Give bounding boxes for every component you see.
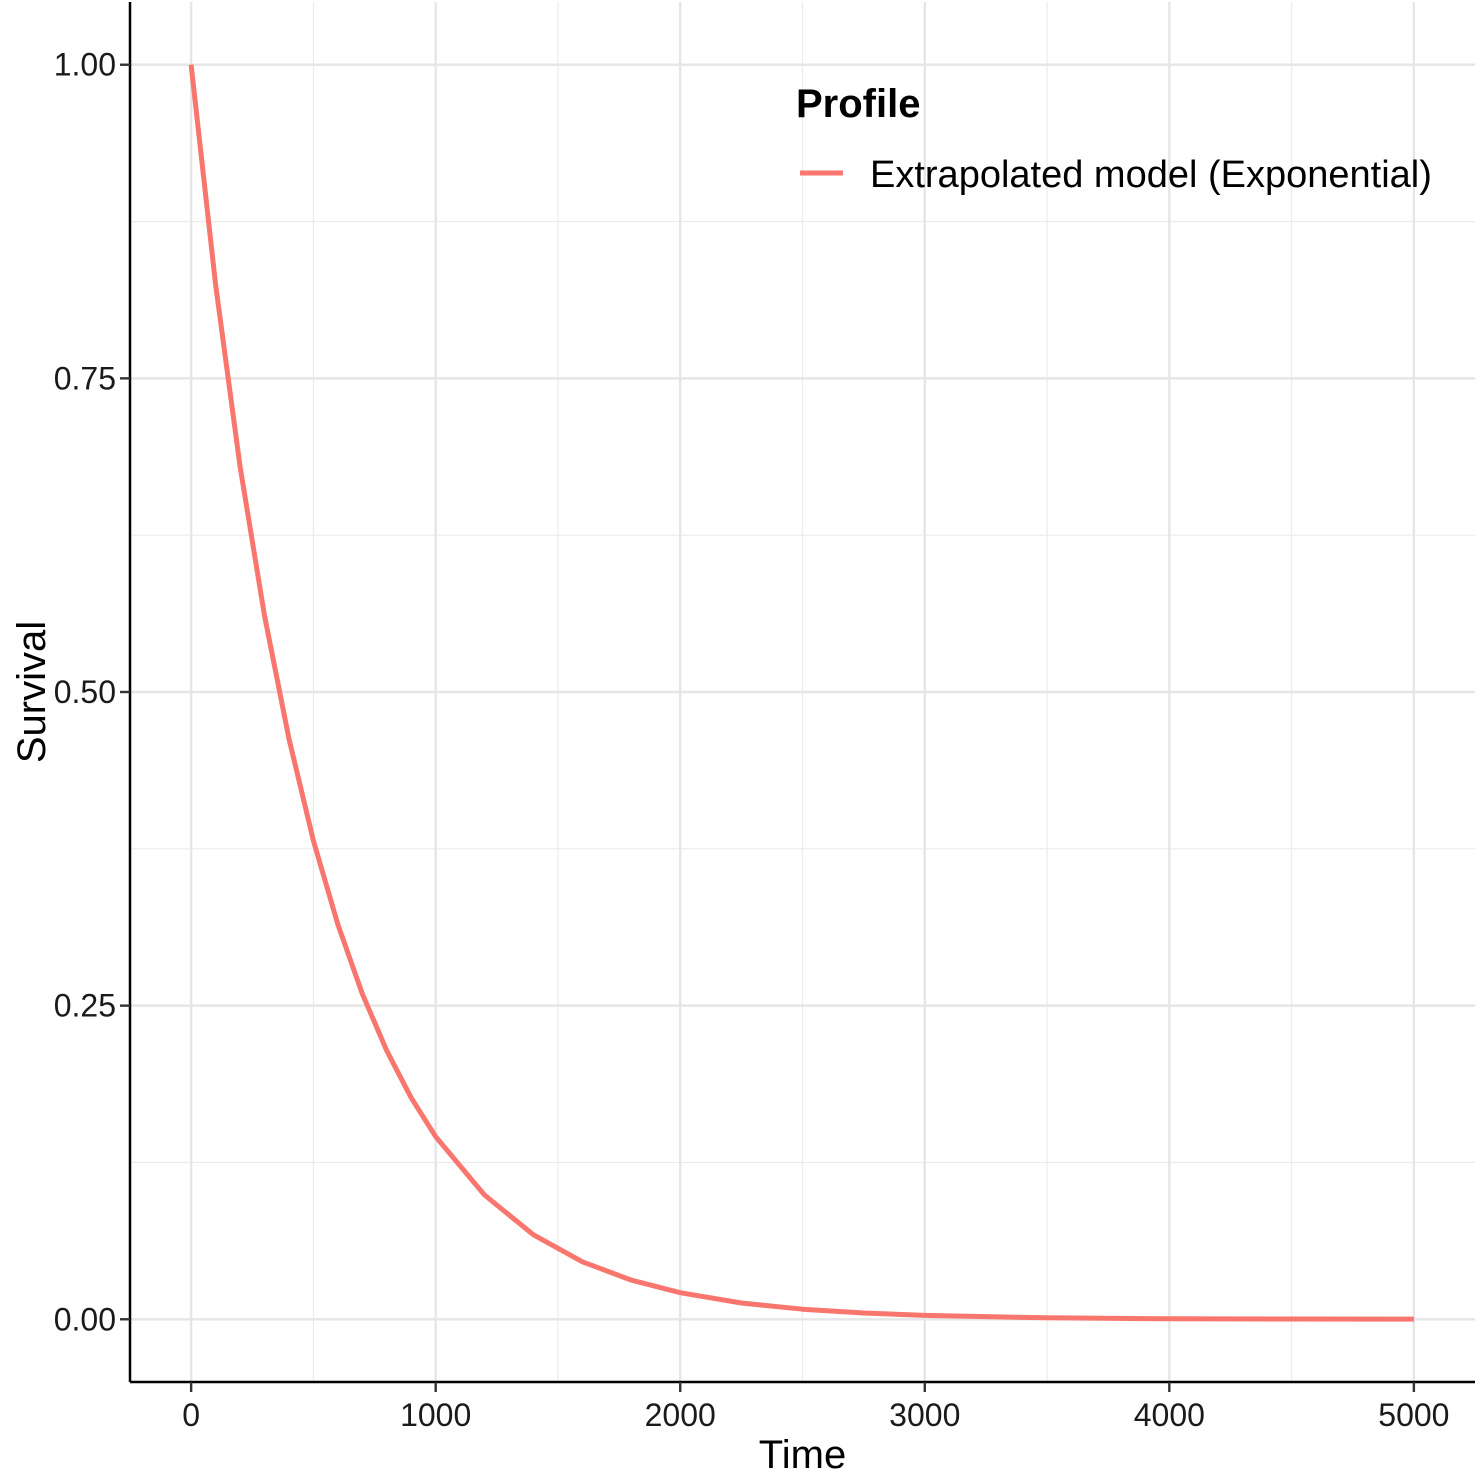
y-tick-label: 0.25 <box>54 988 116 1024</box>
legend: Profile Extrapolated model (Exponential) <box>796 82 1432 196</box>
x-tick-label: 0 <box>182 1397 200 1433</box>
y-axis-ticks: 0.00 0.25 0.50 0.75 1.00 <box>54 47 130 1337</box>
x-axis-ticks: 0 1000 2000 3000 4000 5000 <box>182 1382 1449 1433</box>
y-tick-label: 0.50 <box>54 674 116 710</box>
y-axis-title: Survival <box>10 621 54 763</box>
legend-title: Profile <box>796 82 920 126</box>
x-tick-label: 1000 <box>400 1397 471 1433</box>
legend-label-extrapolated-model: Extrapolated model (Exponential) <box>870 154 1432 196</box>
series-line-extrapolated-model <box>188 64 1414 1322</box>
y-tick-label: 1.00 <box>54 47 116 83</box>
x-tick-label: 5000 <box>1378 1397 1449 1433</box>
x-axis-title: Time <box>759 1433 846 1476</box>
series-layer <box>188 64 1414 1322</box>
y-tick-label: 0.00 <box>54 1301 116 1337</box>
x-tick-label: 3000 <box>889 1397 960 1433</box>
x-tick-label: 2000 <box>645 1397 716 1433</box>
major-gridlines <box>130 2 1475 1382</box>
x-tick-label: 4000 <box>1134 1397 1205 1433</box>
y-tick-label: 0.75 <box>54 360 116 396</box>
